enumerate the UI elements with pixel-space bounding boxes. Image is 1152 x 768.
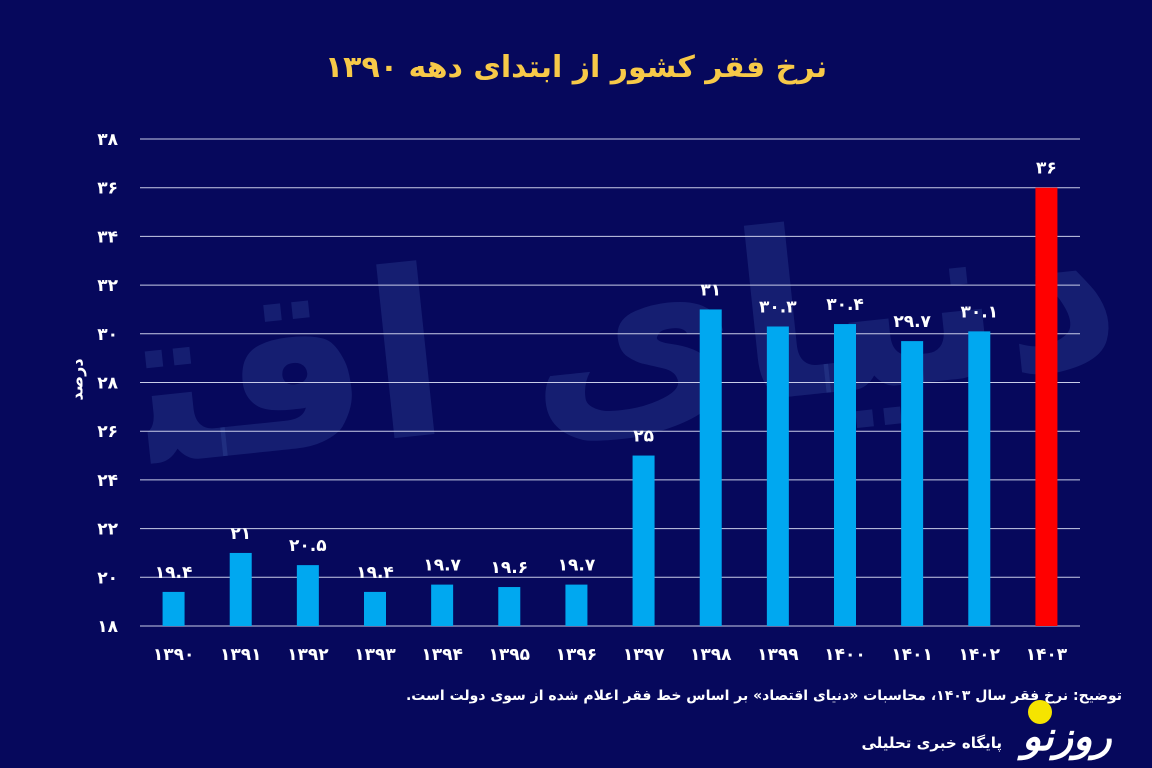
logo-tagline: پایگاه خبری تحلیلی bbox=[861, 734, 1002, 752]
bar bbox=[162, 591, 185, 626]
data-label: ۱۹.۴ bbox=[356, 563, 394, 583]
x-tick-label: ۱۴۰۱ bbox=[891, 645, 933, 665]
y-tick-label: ۲۰ bbox=[97, 568, 118, 588]
x-tick-label: ۱۳۹۵ bbox=[489, 645, 531, 665]
footnote: توضیح: نرخ فقر سال ۱۴۰۳، محاسبات «دنیای … bbox=[405, 688, 1122, 704]
y-tick-label: ۳۸ bbox=[97, 130, 118, 150]
bar bbox=[229, 552, 252, 626]
data-label: ۱۹.۶ bbox=[490, 558, 528, 578]
x-tick-label: ۱۳۹۷ bbox=[623, 645, 665, 665]
x-tick-label: ۱۳۹۱ bbox=[220, 645, 262, 665]
data-label: ۱۹.۴ bbox=[155, 563, 193, 583]
data-label: ۳۰.۴ bbox=[826, 295, 864, 315]
data-label: ۲۹.۷ bbox=[893, 312, 931, 332]
bar bbox=[766, 326, 789, 626]
data-label: ۳۰.۱ bbox=[960, 302, 998, 322]
x-tick-label: ۱۴۰۲ bbox=[959, 645, 1001, 665]
x-tick-label: ۱۳۹۴ bbox=[421, 645, 463, 665]
y-tick-label: ۳۶ bbox=[97, 179, 118, 199]
bar bbox=[296, 565, 319, 626]
x-tick-label: ۱۳۹۰ bbox=[153, 645, 195, 665]
x-tick-label: ۱۴۰۰ bbox=[824, 645, 866, 665]
data-label: ۲۰.۵ bbox=[289, 536, 327, 556]
bar bbox=[565, 584, 588, 626]
chart-title: نرخ فقر کشور از ابتدای دهه ۱۳۹۰ bbox=[324, 50, 828, 85]
x-tick-label: ۱۳۹۶ bbox=[556, 645, 598, 665]
data-label: ۳۶ bbox=[1036, 159, 1057, 179]
bar bbox=[364, 591, 386, 626]
y-tick-label: ۲۲ bbox=[97, 520, 118, 540]
x-tick-label: ۱۳۹۸ bbox=[690, 645, 732, 665]
y-tick-label: ۳۴ bbox=[97, 227, 118, 247]
logo-text: روزنو bbox=[1022, 714, 1112, 760]
logo-dot-icon bbox=[1028, 700, 1052, 724]
x-tick-label: ۱۳۹۳ bbox=[354, 645, 396, 665]
x-tick-label: ۱۴۰۳ bbox=[1026, 645, 1068, 665]
bar bbox=[431, 584, 454, 626]
y-tick-label: ۲۸ bbox=[97, 374, 118, 394]
x-tick-label: ۱۳۹۹ bbox=[757, 645, 799, 665]
data-label: ۳۱ bbox=[700, 280, 721, 300]
data-label: ۱۹.۷ bbox=[558, 556, 596, 576]
y-tick-label: ۱۸ bbox=[97, 617, 118, 637]
logo: روزنو bbox=[1008, 700, 1138, 760]
data-label: ۲۱ bbox=[230, 524, 251, 544]
bar bbox=[834, 324, 856, 626]
x-tick-label: ۱۳۹۲ bbox=[287, 645, 329, 665]
y-tick-label: ۲۶ bbox=[97, 422, 118, 442]
y-tick-label: ۳۲ bbox=[97, 276, 118, 296]
bar bbox=[699, 309, 722, 626]
bar bbox=[901, 341, 924, 626]
data-label: ۱۹.۷ bbox=[423, 556, 461, 576]
bar bbox=[632, 455, 655, 626]
bar bbox=[498, 587, 521, 626]
y-tick-label: ۳۰ bbox=[97, 325, 118, 345]
bar bbox=[968, 331, 991, 626]
data-label: ۲۵ bbox=[633, 427, 654, 447]
data-label: ۳۰.۳ bbox=[759, 297, 797, 317]
bar bbox=[1035, 187, 1058, 626]
y-tick-label: ۲۴ bbox=[97, 471, 118, 491]
